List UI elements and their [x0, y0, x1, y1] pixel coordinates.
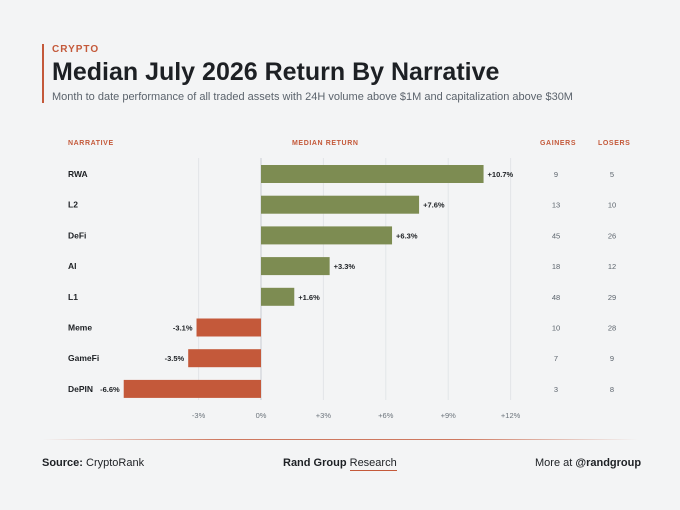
losers-value-6: 9 — [610, 354, 614, 363]
value-label-3: +3.3% — [334, 262, 356, 271]
category-label-1: L2 — [68, 200, 78, 210]
more-handle: @randgroup — [575, 457, 642, 469]
footer-more: More at @randgroup — [535, 457, 641, 469]
losers-value-0: 5 — [610, 170, 614, 179]
bar-0 — [261, 165, 484, 183]
value-label-6: -3.5% — [165, 354, 185, 363]
bar-2 — [261, 226, 393, 245]
source-value: CryptoRank — [86, 457, 145, 469]
value-label-7: -6.6% — [100, 385, 120, 394]
category-label-7: DePIN — [68, 384, 93, 394]
value-label-0: +10.7% — [488, 170, 514, 179]
brand-research: Research — [349, 457, 397, 471]
column-header-narrative: NARRATIVE — [68, 140, 114, 147]
bar-chart: -3% 0% +3% +6% +9% +12% RWA +10.7% 9 5 L2 +7.6% 13 10… — [68, 158, 616, 420]
x-tick-label-1: 0% — [256, 411, 267, 420]
chart-subtitle: Month to date performance of all traded … — [52, 91, 573, 103]
category-label-6: GameFi — [68, 353, 99, 363]
losers-value-4: 29 — [608, 293, 616, 302]
category-label-4: L1 — [68, 292, 78, 302]
x-tick-label-3: +6% — [378, 411, 394, 420]
brand-name: Rand Group — [283, 457, 347, 469]
value-label-1: +7.6% — [423, 201, 445, 210]
more-label: More at — [535, 457, 573, 469]
category-label-2: DeFi — [68, 230, 86, 240]
gainers-value-6: 7 — [554, 354, 558, 363]
category-label-5: Meme — [68, 323, 92, 333]
source-label: Source: — [42, 457, 83, 469]
gainers-value-2: 45 — [552, 231, 560, 240]
category-label-3: AI — [68, 261, 77, 271]
gainers-value-3: 18 — [552, 262, 560, 271]
chart-title: Median July 2026 Return By Narrative — [52, 58, 500, 86]
losers-value-7: 8 — [610, 385, 614, 394]
value-label-4: +1.6% — [298, 293, 320, 302]
column-header-median-return: MEDIAN RETURN — [292, 140, 359, 147]
x-tick-label-4: +9% — [441, 411, 457, 420]
footer-brand: Rand Group Research — [283, 457, 397, 471]
category-label: CRYPTO — [52, 44, 100, 55]
x-tick-label-2: +3% — [316, 411, 332, 420]
gainers-value-0: 9 — [554, 170, 558, 179]
header: CRYPTO Median July 2026 Return By Narrat… — [42, 44, 652, 103]
bar-1 — [261, 195, 420, 214]
x-tick-label-0: -3% — [192, 411, 206, 420]
x-tick-label-5: +12% — [501, 411, 521, 420]
losers-value-3: 12 — [608, 262, 616, 271]
category-label-0: RWA — [68, 169, 88, 179]
gainers-value-7: 3 — [554, 385, 558, 394]
bar-5 — [196, 318, 261, 337]
losers-value-2: 26 — [608, 231, 616, 240]
bar-3 — [261, 257, 330, 276]
column-header-gainers: GAINERS — [540, 140, 577, 147]
bar-7 — [123, 379, 261, 398]
column-header-losers: LOSERS — [598, 140, 631, 147]
gainers-value-1: 13 — [552, 201, 560, 210]
value-label-2: +6.3% — [396, 231, 418, 240]
losers-value-5: 28 — [608, 324, 616, 333]
gainers-value-4: 48 — [552, 293, 560, 302]
losers-value-1: 10 — [608, 201, 616, 210]
gainers-value-5: 10 — [552, 324, 560, 333]
bar-4 — [261, 287, 295, 306]
footer-source: Source: CryptoRank — [42, 457, 144, 469]
value-label-5: -3.1% — [173, 324, 193, 333]
footer-divider — [42, 439, 638, 440]
bar-6 — [188, 349, 261, 368]
